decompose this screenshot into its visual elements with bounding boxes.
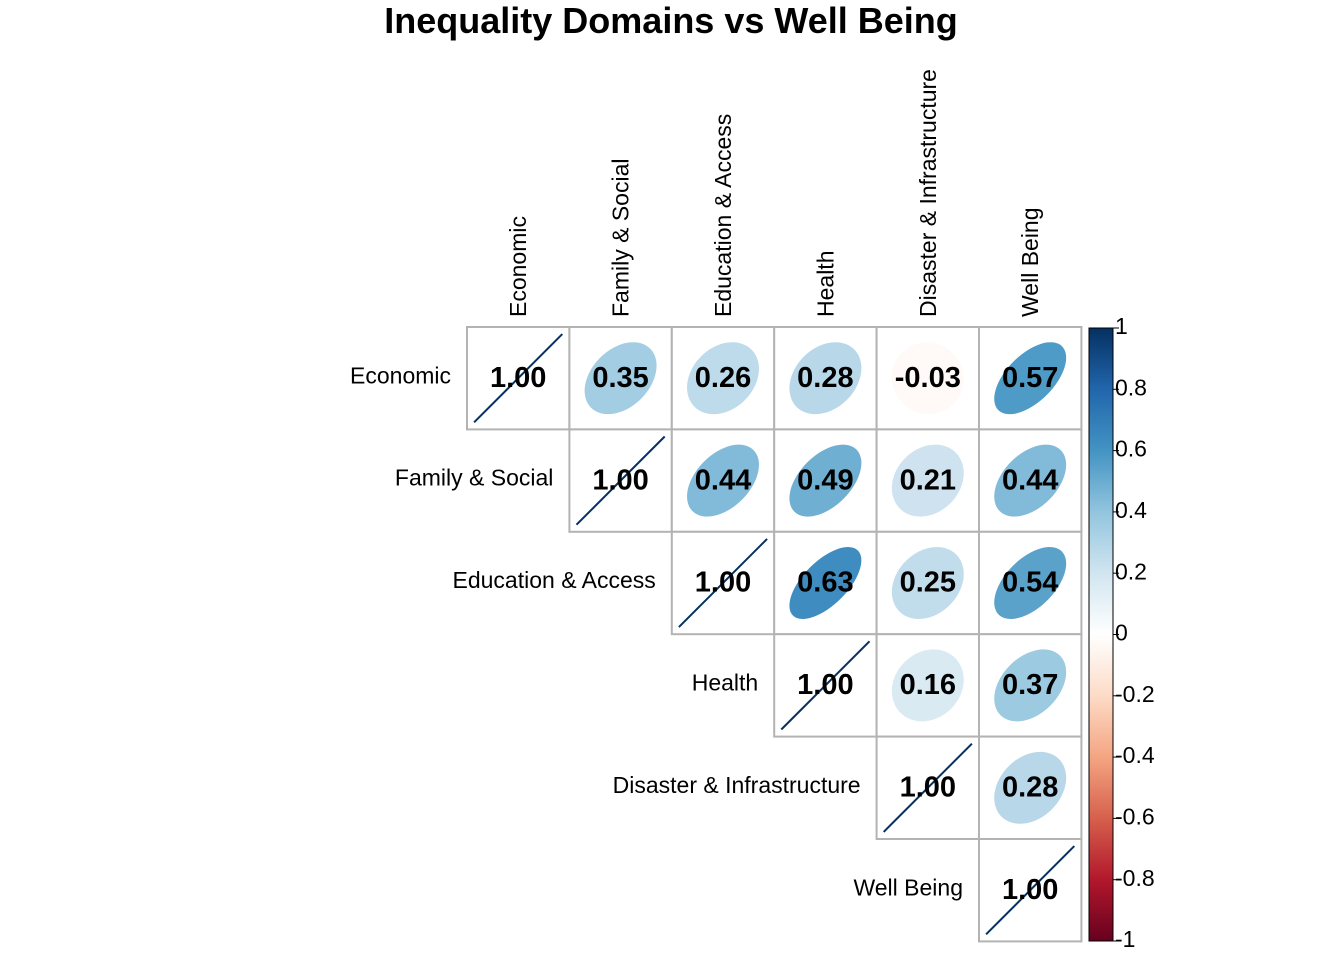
correlation-ellipse — [789, 547, 862, 619]
cell-value-label: 1.00 — [1002, 874, 1058, 906]
cell-value-label: 0.16 — [900, 669, 956, 701]
cell-economic-education-access: 0.26 — [670, 326, 776, 431]
cell-family-social-well-being: 0.44 — [978, 428, 1083, 533]
colorbar-tick-label: 1 — [1115, 313, 1128, 339]
cell-value-label: 0.21 — [900, 464, 956, 496]
cell-family-social-health: 0.49 — [773, 428, 878, 533]
cell-value-label: 1.00 — [797, 669, 853, 701]
row-label-health: Health — [692, 669, 758, 695]
cell-economic-health: 0.28 — [773, 326, 878, 431]
cell-well-being-well-being: 1.00 — [978, 838, 1083, 943]
column-label-family-social: Family & Social — [608, 159, 634, 317]
cell-value-label: 0.35 — [592, 362, 648, 394]
colorbar-tick-label: 0 — [1115, 620, 1128, 646]
row-labels: Economic Family & Social Education & Acces… — [350, 362, 963, 900]
correlation-ellipse — [882, 742, 973, 833]
correlation-ellipse — [891, 342, 964, 415]
cell-health-well-being: 0.37 — [978, 633, 1083, 738]
colorbar-tick-label: 0.6 — [1115, 436, 1147, 462]
cell-value-label: 1.00 — [695, 567, 751, 599]
cell-value-label: 0.44 — [695, 464, 751, 496]
correlation-ellipse — [994, 649, 1067, 722]
correlation-ellipse — [994, 342, 1067, 415]
cell-value-label: 1.00 — [592, 464, 648, 496]
cell-value-label: 0.25 — [900, 567, 956, 599]
cell-disaster-infrastructure-disaster-infrastructure: 1.00 — [875, 735, 980, 840]
colorbar: 1 0.8 0.6 0.4 0.2 0 -0.2 -0.4 -0.6 -0.8 -1 — [1088, 313, 1155, 952]
cell-disaster-infrastructure-well-being: 0.28 — [978, 735, 1083, 840]
correlation-ellipse — [891, 649, 964, 722]
cell-education-access-health: 0.63 — [773, 530, 878, 636]
cell-value-label: 1.00 — [900, 771, 956, 803]
correlation-ellipse — [584, 342, 657, 415]
correlation-ellipse — [994, 547, 1067, 619]
chart-title: Inequality Domains vs Well Being — [384, 0, 957, 41]
column-label-well-being: Well Being — [1017, 207, 1043, 317]
correlation-ellipse — [789, 342, 862, 415]
correlation-cells: 1.00 0.35 0.26 0.28 -0.03 0.57 1.00 0.44 0.49 0.2… — [466, 326, 1083, 943]
cell-value-label: -0.03 — [895, 362, 961, 394]
correlation-ellipse — [789, 444, 862, 517]
cell-health-disaster-infrastructure: 0.16 — [875, 633, 980, 738]
correlation-ellipse — [985, 845, 1076, 936]
cell-value-label: 0.26 — [695, 362, 751, 394]
row-label-family-social: Family & Social — [395, 465, 553, 491]
correlation-ellipse — [575, 435, 666, 526]
colorbar-gradient — [1088, 327, 1114, 942]
cell-economic-disaster-infrastructure: -0.03 — [875, 326, 980, 431]
row-label-economic: Economic — [350, 362, 451, 388]
cell-economic-economic: 1.00 — [466, 326, 571, 431]
colorbar-tick-label: -0.8 — [1115, 865, 1155, 891]
correlation-ellipse — [780, 640, 871, 731]
cell-health-health: 1.00 — [773, 633, 878, 738]
cell-family-social-family-social: 1.00 — [568, 428, 673, 533]
cell-value-label: 0.49 — [797, 464, 853, 496]
row-label-disaster-infrastructure: Disaster & Infrastructure — [613, 772, 861, 798]
colorbar-tick-label: -0.6 — [1115, 803, 1155, 829]
column-labels: Economic Family & Social Education & Acces… — [505, 69, 1043, 317]
column-label-education-access: Education & Access — [710, 114, 736, 317]
cell-value-label: 0.28 — [797, 362, 853, 394]
colorbar-tick-label: -0.4 — [1115, 742, 1155, 768]
column-label-health: Health — [812, 251, 838, 317]
cell-border — [978, 326, 1083, 431]
correlation-ellipse — [473, 333, 564, 424]
correlation-ellipse — [687, 342, 759, 415]
colorbar-tick-label: -1 — [1115, 926, 1135, 952]
correlation-ellipse — [678, 538, 768, 628]
cell-value-label: 1.00 — [490, 362, 546, 394]
cell-family-social-education-access: 0.44 — [670, 428, 776, 533]
cell-family-social-disaster-infrastructure: 0.21 — [875, 428, 980, 533]
correlation-ellipse — [891, 444, 964, 517]
cell-value-label: 0.37 — [1002, 669, 1058, 701]
row-label-well-being: Well Being — [853, 874, 963, 900]
cell-value-label: 0.63 — [797, 567, 853, 599]
column-label-economic: Economic — [505, 216, 531, 317]
correlation-ellipse — [994, 444, 1067, 517]
correlation-ellipse — [891, 547, 964, 619]
cell-value-label: 0.54 — [1002, 567, 1058, 599]
cell-economic-well-being: 0.57 — [978, 326, 1083, 431]
colorbar-tick-label: -0.2 — [1115, 681, 1155, 707]
cell-education-access-well-being: 0.54 — [978, 530, 1083, 636]
cell-value-label: 0.28 — [1002, 771, 1058, 803]
cell-education-access-disaster-infrastructure: 0.25 — [875, 530, 980, 636]
row-label-education-access: Education & Access — [453, 567, 656, 593]
cell-value-label: 0.57 — [1002, 362, 1058, 394]
colorbar-tick-label: 0.4 — [1115, 497, 1147, 523]
colorbar-tick-label: 0.8 — [1115, 374, 1147, 400]
correlation-ellipse — [687, 444, 759, 517]
colorbar-tick-label: 0.2 — [1115, 558, 1147, 584]
cell-education-access-education-access: 1.00 — [670, 530, 776, 636]
correlation-ellipse — [994, 751, 1067, 824]
cell-economic-family-social: 0.35 — [568, 326, 673, 431]
cell-value-label: 0.44 — [1002, 464, 1058, 496]
column-label-disaster-infrastructure: Disaster & Infrastructure — [915, 69, 941, 317]
